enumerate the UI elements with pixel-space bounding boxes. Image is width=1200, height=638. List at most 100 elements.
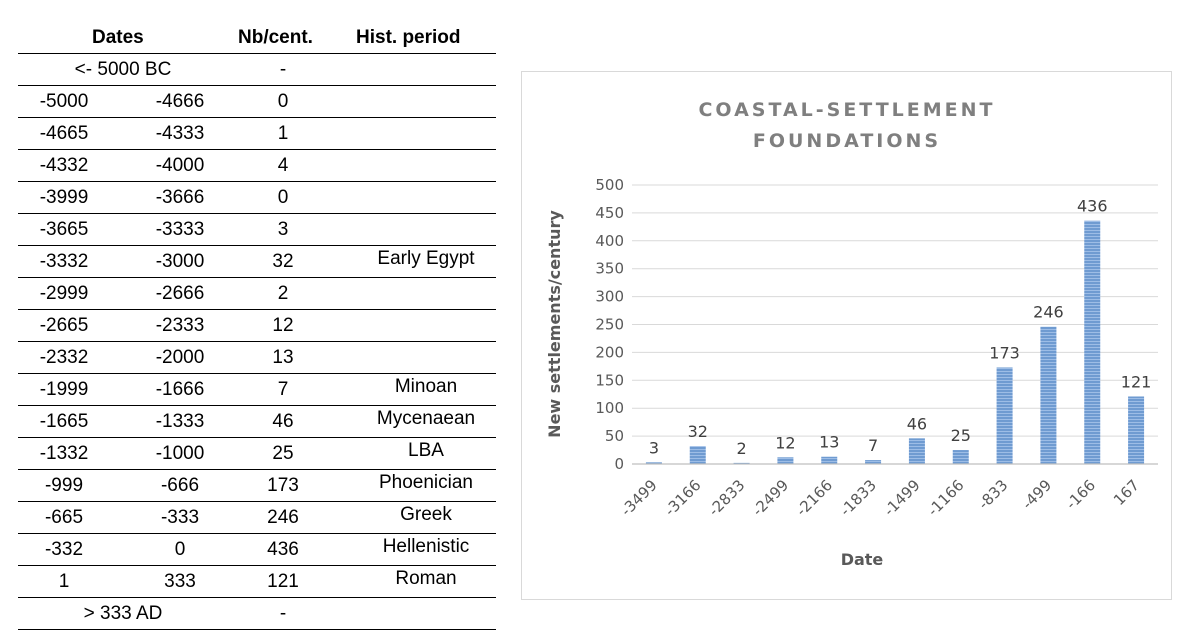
table-row: <- 5000 BC - <box>18 53 496 85</box>
cell-period: Hellenistic <box>382 536 470 557</box>
cell-nb: - <box>279 59 287 80</box>
bar <box>689 446 706 464</box>
cell-nb: 13 <box>272 347 294 368</box>
cell-start: -1665 <box>39 411 89 432</box>
cell-nb: 1 <box>277 123 289 144</box>
cell-nb: 46 <box>272 411 294 432</box>
x-tick-label: -1833 <box>836 476 880 520</box>
y-axis-title: New settlements/century <box>545 210 564 438</box>
table-row: -999 -666 173 Phoenician <box>18 469 496 501</box>
cell-start: -999 <box>44 475 84 496</box>
cell-end: -1666 <box>155 379 205 400</box>
cell-period: LBA <box>408 440 444 461</box>
data-label: 2 <box>736 439 746 458</box>
cell-date-range: <- 5000 BC <box>74 59 172 80</box>
cell-end: -3666 <box>155 187 205 208</box>
x-tick-label: -833 <box>975 476 1012 513</box>
cell-nb: 7 <box>277 379 289 400</box>
cell-period: Mycenaean <box>376 408 476 429</box>
cell-start: -332 <box>44 539 84 560</box>
x-tick-label: -2499 <box>749 476 793 520</box>
cell-start: -2665 <box>39 315 89 336</box>
cell-nb: 436 <box>267 539 299 560</box>
cell-period: Roman <box>395 568 457 589</box>
bar <box>952 450 969 464</box>
periods-table: Dates Nb/cent. Hist. period <- 5000 BC - -… <box>18 24 496 630</box>
data-label: 12 <box>775 433 795 452</box>
cell-end: -666 <box>160 475 200 496</box>
data-label: 436 <box>1077 197 1108 216</box>
y-tick-label: 200 <box>595 343 624 361</box>
cell-end: -4666 <box>155 91 205 112</box>
cell-end: -1000 <box>155 443 205 464</box>
cell-nb: 4 <box>277 155 289 176</box>
cell-start: -2999 <box>39 283 89 304</box>
y-tick-label: 400 <box>595 232 624 250</box>
table-row: -332 0 436 Hellenistic <box>18 533 496 565</box>
cell-period: Greek <box>400 504 452 525</box>
data-label: 25 <box>951 426 971 445</box>
x-tick-label: -1166 <box>924 476 968 520</box>
y-tick-label: 250 <box>595 316 624 334</box>
cell-nb: 0 <box>277 91 289 112</box>
bar <box>1128 396 1145 464</box>
table-row: -1665 -1333 46 Mycenaean <box>18 405 496 437</box>
x-tick-label: -499 <box>1018 476 1055 513</box>
cell-date-range: > 333 AD <box>83 603 163 624</box>
bar <box>1084 220 1101 464</box>
cell-nb: 3 <box>277 219 289 240</box>
y-tick-label: 50 <box>605 427 624 445</box>
y-tick-label: 300 <box>595 288 624 306</box>
header-period: Hist. period <box>356 27 461 48</box>
x-tick-label: -1499 <box>880 476 924 520</box>
y-tick-label: 350 <box>595 260 624 278</box>
bar <box>1040 326 1057 464</box>
x-tick-label: -3499 <box>617 476 661 520</box>
cell-nb: 25 <box>272 443 294 464</box>
table-row: -5000 -4666 0 <box>18 85 496 117</box>
table-row: -665 -333 246 Greek <box>18 501 496 533</box>
table-row: -1999 -1666 7 Minoan <box>18 373 496 405</box>
bar <box>645 462 662 464</box>
cell-nb: 12 <box>272 315 294 336</box>
cell-end: -3333 <box>155 219 205 240</box>
y-tick-label: 100 <box>595 399 624 417</box>
table-body: <- 5000 BC - -5000 -4666 0 -4665 -4333 1 -4332 -4… <box>18 53 496 630</box>
cell-start: -3332 <box>39 251 89 272</box>
x-tick-label: -2833 <box>705 476 749 520</box>
table-row: -2665 -2333 12 <box>18 309 496 341</box>
header-nb: Nb/cent. <box>238 27 313 48</box>
bar <box>821 456 838 464</box>
cell-period: Phoenician <box>378 472 474 493</box>
data-label: 121 <box>1121 372 1152 391</box>
cell-end: -2000 <box>155 347 205 368</box>
cell-nb: - <box>279 603 287 624</box>
cell-end: -4333 <box>155 123 205 144</box>
cell-nb: 246 <box>267 507 299 528</box>
chart-panel: COASTAL-SETTLEMENT FOUNDATIONS 0 50 100 150 20… <box>521 71 1172 600</box>
data-label: 32 <box>688 422 708 441</box>
table-row: -4665 -4333 1 <box>18 117 496 149</box>
chart-title: COASTAL-SETTLEMENT <box>698 99 995 121</box>
cell-nb: 32 <box>272 251 294 272</box>
cell-period: Early Egypt <box>377 248 475 269</box>
cell-end: -4000 <box>155 155 205 176</box>
y-tick-label: 500 <box>595 176 624 194</box>
cell-end: 0 <box>174 539 186 560</box>
cell-start: -665 <box>44 507 84 528</box>
table-row: > 333 AD - <box>18 597 496 630</box>
table-row: -3332 -3000 32 Early Egypt <box>18 245 496 277</box>
table-row: -3999 -3666 0 <box>18 181 496 213</box>
y-tick-label: 0 <box>614 455 624 473</box>
data-label: 7 <box>868 436 878 455</box>
cell-start: -4332 <box>39 155 89 176</box>
bar <box>777 457 794 464</box>
table-row: -3665 -3333 3 <box>18 213 496 245</box>
cell-end: -333 <box>160 507 200 528</box>
cell-end: -3000 <box>155 251 205 272</box>
table-row: -4332 -4000 4 <box>18 149 496 181</box>
y-tick-label: 150 <box>595 371 624 389</box>
data-label: 46 <box>907 414 927 433</box>
cell-start: -5000 <box>39 91 89 112</box>
cell-start: -3999 <box>39 187 89 208</box>
